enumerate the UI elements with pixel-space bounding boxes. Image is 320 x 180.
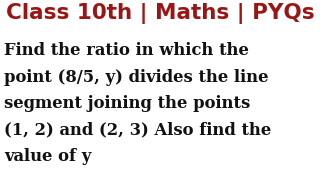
Text: value of y: value of y — [4, 148, 92, 165]
Text: segment joining the points: segment joining the points — [4, 95, 250, 112]
Text: Find the ratio in which the: Find the ratio in which the — [4, 42, 249, 59]
Text: Class 10th | Maths | PYQs: Class 10th | Maths | PYQs — [6, 3, 314, 24]
Text: point (8/5, y) divides the line: point (8/5, y) divides the line — [4, 69, 268, 86]
Text: (1, 2) and (2, 3) Also find the: (1, 2) and (2, 3) Also find the — [4, 122, 271, 138]
